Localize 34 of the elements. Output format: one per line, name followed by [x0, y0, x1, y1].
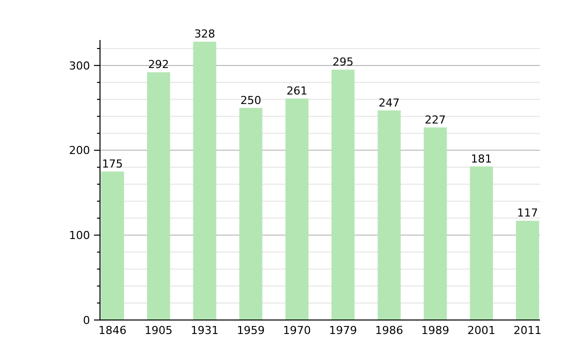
bar	[378, 110, 401, 320]
x-tick-label: 2011	[514, 324, 542, 337]
y-tick-label: 300	[69, 59, 90, 72]
data-label: 292	[148, 58, 170, 72]
x-tick-label: 1970	[282, 324, 311, 337]
data-label: 261	[286, 84, 308, 98]
bar	[424, 127, 447, 320]
data-label: 250	[240, 94, 262, 107]
data-label: 247	[378, 96, 400, 110]
x-tick-label: 1979	[329, 324, 358, 337]
data-label: 328	[194, 28, 216, 41]
x-tick-label: 1846	[98, 324, 126, 337]
bar	[470, 166, 493, 320]
x-tick-label: 2001	[467, 324, 496, 337]
data-label: 117	[517, 206, 538, 220]
data-label: 295	[332, 56, 354, 69]
data-label: 175	[102, 158, 123, 171]
x-tick-label: 1905	[144, 324, 173, 337]
bar	[332, 70, 355, 320]
y-tick-label: 200	[69, 144, 90, 158]
y-tick-label: 100	[69, 229, 90, 242]
data-label: 181	[470, 152, 492, 166]
x-tick-label: 1931	[190, 324, 219, 337]
y-tick-label: 0	[83, 314, 90, 327]
bar	[285, 98, 308, 320]
x-tick-label: 1959	[236, 324, 265, 337]
bar	[147, 72, 170, 320]
x-tick-label: 1989	[421, 324, 450, 337]
bar	[239, 108, 262, 320]
data-label: 227	[424, 113, 446, 126]
x-tick-label: 1986	[375, 324, 404, 337]
bar	[193, 42, 216, 320]
bar	[516, 220, 540, 320]
bar	[100, 172, 124, 320]
